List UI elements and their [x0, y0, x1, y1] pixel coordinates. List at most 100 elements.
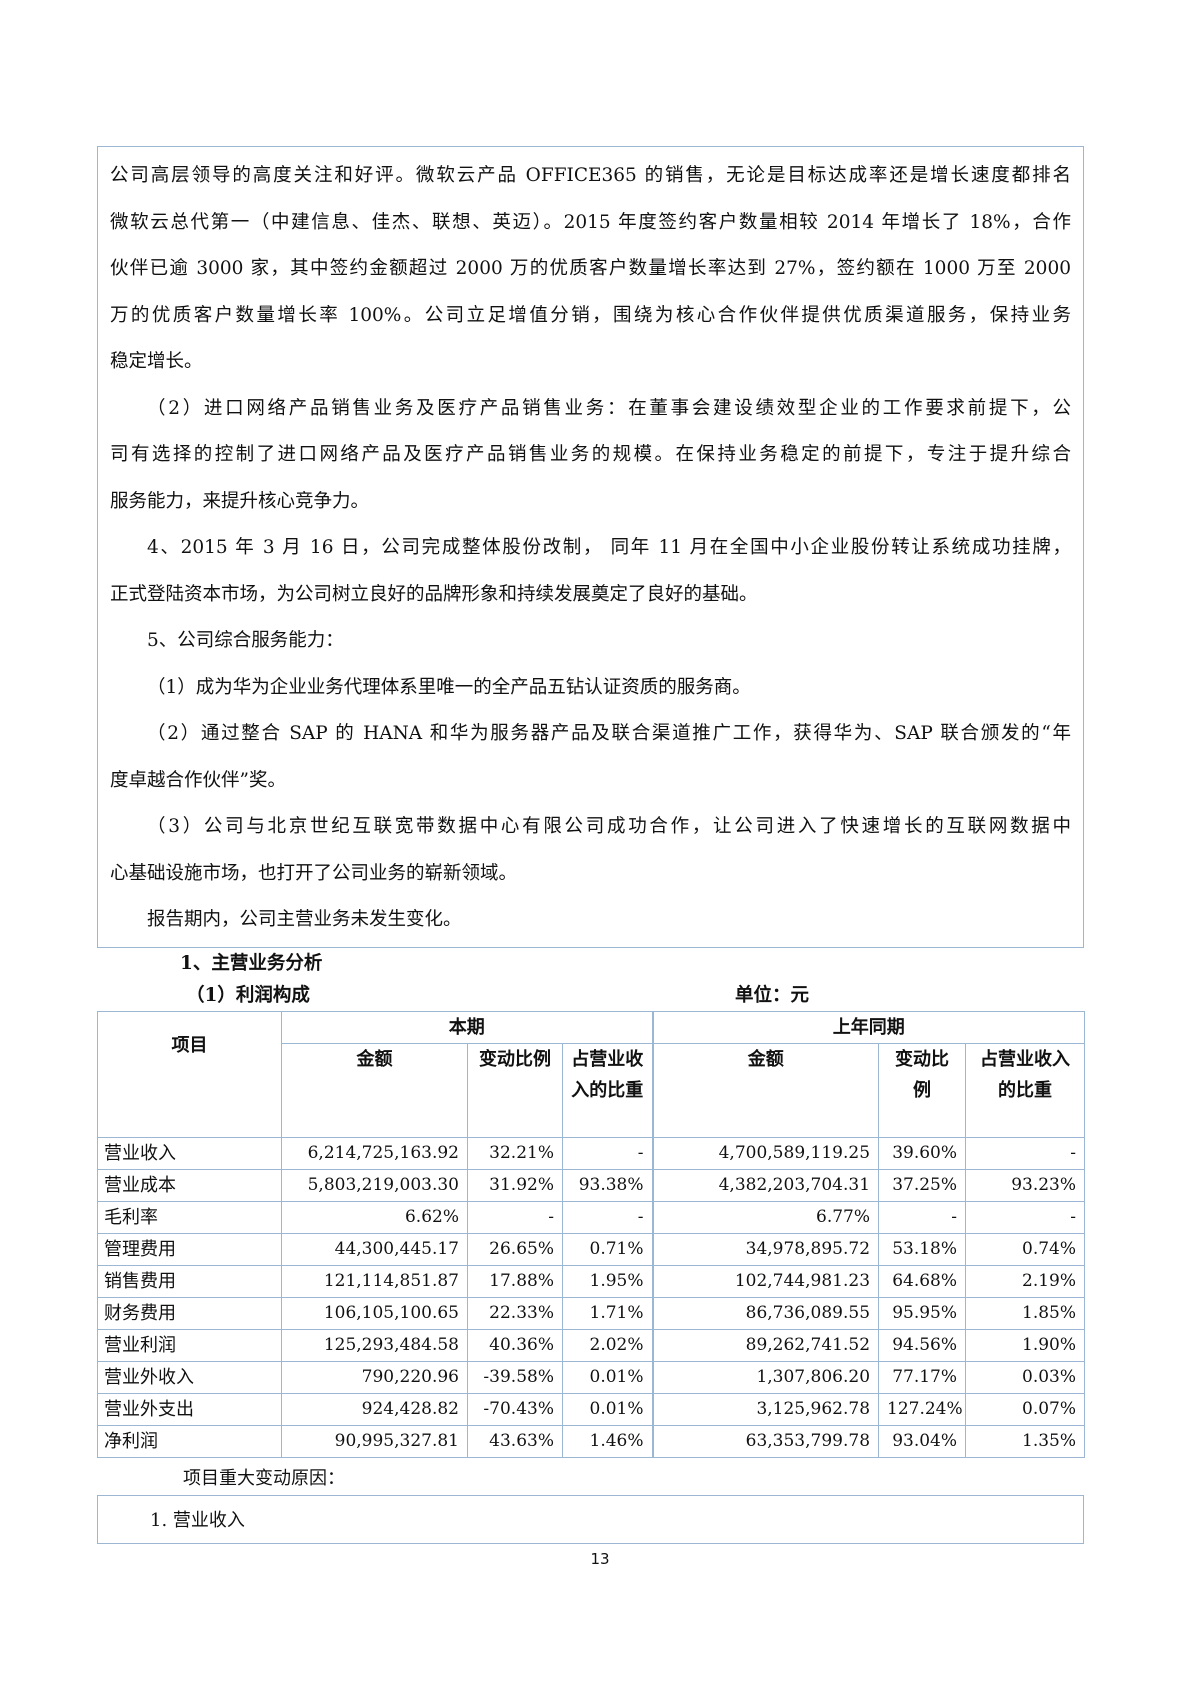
header-amount-current: 金额	[281, 1043, 468, 1138]
paragraph-line: 心基础设施市场，也打开了公司业务的崭新领域。	[110, 862, 518, 884]
header-change-current: 变动比例	[467, 1043, 563, 1138]
table-cell: 93.23%	[965, 1169, 1086, 1202]
header-previous-period: 上年同期	[652, 1011, 1086, 1044]
table-cell: 64.68%	[878, 1265, 967, 1298]
row-label: 营业外收入	[97, 1361, 282, 1394]
table-cell: 44,300,445.17	[281, 1233, 468, 1266]
header-ratio-current: 占营业收入的比重	[561, 1043, 654, 1138]
table-cell: 3,125,962.78	[652, 1393, 880, 1426]
table-cell: 0.07%	[965, 1393, 1086, 1426]
table-cell: 0.01%	[561, 1393, 654, 1426]
row-label: 营业外支出	[97, 1393, 282, 1426]
paragraph-line: 正式登陆资本市场，为公司树立良好的品牌形象和持续发展奠定了良好的基础。	[110, 583, 758, 605]
table-cell: 93.04%	[878, 1425, 967, 1458]
table-cell: -	[561, 1201, 654, 1234]
sub-heading: （1）利润构成	[186, 985, 310, 1006]
page-number: 13	[590, 1550, 610, 1568]
table-cell: 2.02%	[561, 1329, 654, 1362]
table-cell: 1,307,806.20	[652, 1361, 880, 1394]
table-cell: -	[965, 1137, 1086, 1170]
paragraph-line: 稳定增长。	[110, 351, 203, 372]
paragraph-line: 公司高层领导的高度关注和好评。微软云产品 OFFICE365 的销售，无论是目标…	[110, 165, 1071, 186]
table-cell: 95.95%	[878, 1297, 967, 1330]
table-cell: 53.18%	[878, 1233, 967, 1266]
table-cell: 6.77%	[652, 1201, 880, 1234]
table-cell: 1.46%	[561, 1425, 654, 1458]
table-cell: -70.43%	[467, 1393, 563, 1426]
paragraph-line: 4、2015 年 3 月 16 日，公司完成整体股份改制， 同年 11 月在全国…	[147, 537, 1071, 558]
table-cell: 26.65%	[467, 1233, 563, 1266]
table-cell: 0.74%	[965, 1233, 1086, 1266]
paragraph-line: （2）进口网络产品销售业务及医疗产品销售业务：在董事会建设绩效型企业的工作要求前…	[147, 397, 1071, 419]
table-cell: 4,700,589,119.25	[652, 1137, 880, 1170]
table-cell: 22.33%	[467, 1297, 563, 1330]
table-cell: 6,214,725,163.92	[281, 1137, 468, 1170]
table-cell: 0.01%	[561, 1361, 654, 1394]
table-cell: 1.90%	[965, 1329, 1086, 1362]
profit-composition-table: 项目 本期 上年同期 金额 变动比例 占营业收入的比重 金额 变动比例 占营业收…	[97, 1011, 1086, 1458]
paragraph-line: （3）公司与北京世纪互联宽带数据中心有限公司成功合作，让公司进入了快速增长的互联…	[147, 816, 1071, 837]
table-cell: 63,353,799.78	[652, 1425, 880, 1458]
row-label: 销售费用	[97, 1265, 282, 1298]
header-change-previous: 变动比例	[878, 1043, 967, 1138]
table-row: 毛利率 6.62% - -6.77% - -	[97, 1201, 1086, 1234]
table-cell: 40.36%	[467, 1329, 563, 1362]
table-row: 管理费用 44,300,445.17 26.65% 0.71% 34,978,895.7…	[97, 1233, 1086, 1266]
table-row: 营业外收入 790,220.96 -39.58% 0.01% 1,307,806.20 7…	[97, 1361, 1086, 1394]
table-row: 营业外支出 924,428.82 -70.43% 0.01% 3,125,962.78 1…	[97, 1393, 1086, 1426]
table-cell: 102,744,981.23	[652, 1265, 880, 1298]
row-label: 财务费用	[97, 1297, 282, 1330]
table-cell: 93.38%	[561, 1169, 654, 1202]
paragraph-line: （2）通过整合 SAP 的 HANA 和华为服务器产品及联合渠道推广工作，获得华…	[147, 723, 1071, 744]
table-cell: 924,428.82	[281, 1393, 468, 1426]
table-row: 营业成本 5,803,219,003.30 31.92% 93.38% 4,382,20…	[97, 1169, 1086, 1202]
paragraph-line: 万的优质客户数量增长率 100%。公司立足增值分销，围绕为核心合作伙伴提供优质渠…	[110, 304, 1071, 326]
table-cell: 90,995,327.81	[281, 1425, 468, 1458]
table-cell: 86,736,089.55	[652, 1297, 880, 1330]
table-cell: 34,978,895.72	[652, 1233, 880, 1266]
table-row: 净利润 90,995,327.81 43.63% 1.46% 63,353,799.78…	[97, 1425, 1086, 1458]
table-cell: 0.71%	[561, 1233, 654, 1266]
table-cell: 17.88%	[467, 1265, 563, 1298]
table-cell: 94.56%	[878, 1329, 967, 1362]
table-cell: -	[965, 1201, 1086, 1234]
table-cell: 39.60%	[878, 1137, 967, 1170]
paragraph-line: 服务能力，来提升核心竞争力。	[110, 490, 370, 512]
table-cell: -	[561, 1137, 654, 1170]
table-cell: 121,114,851.87	[281, 1265, 468, 1298]
paragraph-line: 微软云总代第一（中建信息、佳杰、联想、英迈）。2015 年度签约客户数量相较 2…	[110, 211, 1071, 233]
table-row: 营业收入 6,214,725,163.92 32.21% -4,700,589,119…	[97, 1137, 1086, 1170]
table-cell: 125,293,484.58	[281, 1329, 468, 1362]
table-cell: 2.19%	[965, 1265, 1086, 1298]
table-cell: 106,105,100.65	[281, 1297, 468, 1330]
header-current-period: 本期	[280, 1011, 654, 1044]
table-cell: -	[878, 1201, 967, 1234]
row-label: 营业成本	[97, 1169, 282, 1202]
unit-label: 单位：元	[735, 985, 810, 1006]
paragraph-line: 伙伴已逾 3000 家，其中签约金额超过 2000 万的优质客户数量增长率达到 …	[110, 258, 1071, 279]
table-row: 财务费用 106,105,100.65 22.33% 1.71% 86,736,089.…	[97, 1297, 1086, 1330]
table-cell: 77.17%	[878, 1361, 967, 1394]
table-cell: 5,803,219,003.30	[281, 1169, 468, 1202]
row-label: 毛利率	[97, 1201, 282, 1234]
header-item: 项目	[97, 1011, 282, 1138]
paragraph-line: 司有选择的控制了进口网络产品及医疗产品销售业务的规模。在保持业务稳定的前提下，专…	[110, 444, 1071, 465]
table-cell: 31.92%	[467, 1169, 563, 1202]
paragraph-line: （1）成为华为企业业务代理体系里唯一的全产品五钻认证资质的服务商。	[147, 676, 751, 698]
reason-item: 1. 营业收入	[150, 1510, 245, 1531]
table-cell: 43.63%	[467, 1425, 563, 1458]
table-cell: 0.03%	[965, 1361, 1086, 1394]
table-cell: 127.24%	[878, 1393, 967, 1426]
header-amount-previous: 金额	[652, 1043, 880, 1138]
header-ratio-previous: 占营业收入的比重	[965, 1043, 1086, 1138]
table-cell: 1.85%	[965, 1297, 1086, 1330]
paragraph-line: 报告期内，公司主营业务未发生变化。	[147, 909, 462, 930]
table-cell: 4,382,203,704.31	[652, 1169, 880, 1202]
table-row: 营业利润 125,293,484.58 40.36% 2.02% 89,262,741.…	[97, 1329, 1086, 1362]
table-cell: 1.71%	[561, 1297, 654, 1330]
business-description-box: 公司高层领导的高度关注和好评。微软云产品 OFFICE365 的销售，无论是目标…	[97, 146, 1084, 948]
table-cell: 1.35%	[965, 1425, 1086, 1458]
paragraph-line: 度卓越合作伙伴”奖。	[110, 769, 286, 791]
paragraph-line: 5、公司综合服务能力：	[147, 630, 344, 651]
table-cell: 37.25%	[878, 1169, 967, 1202]
